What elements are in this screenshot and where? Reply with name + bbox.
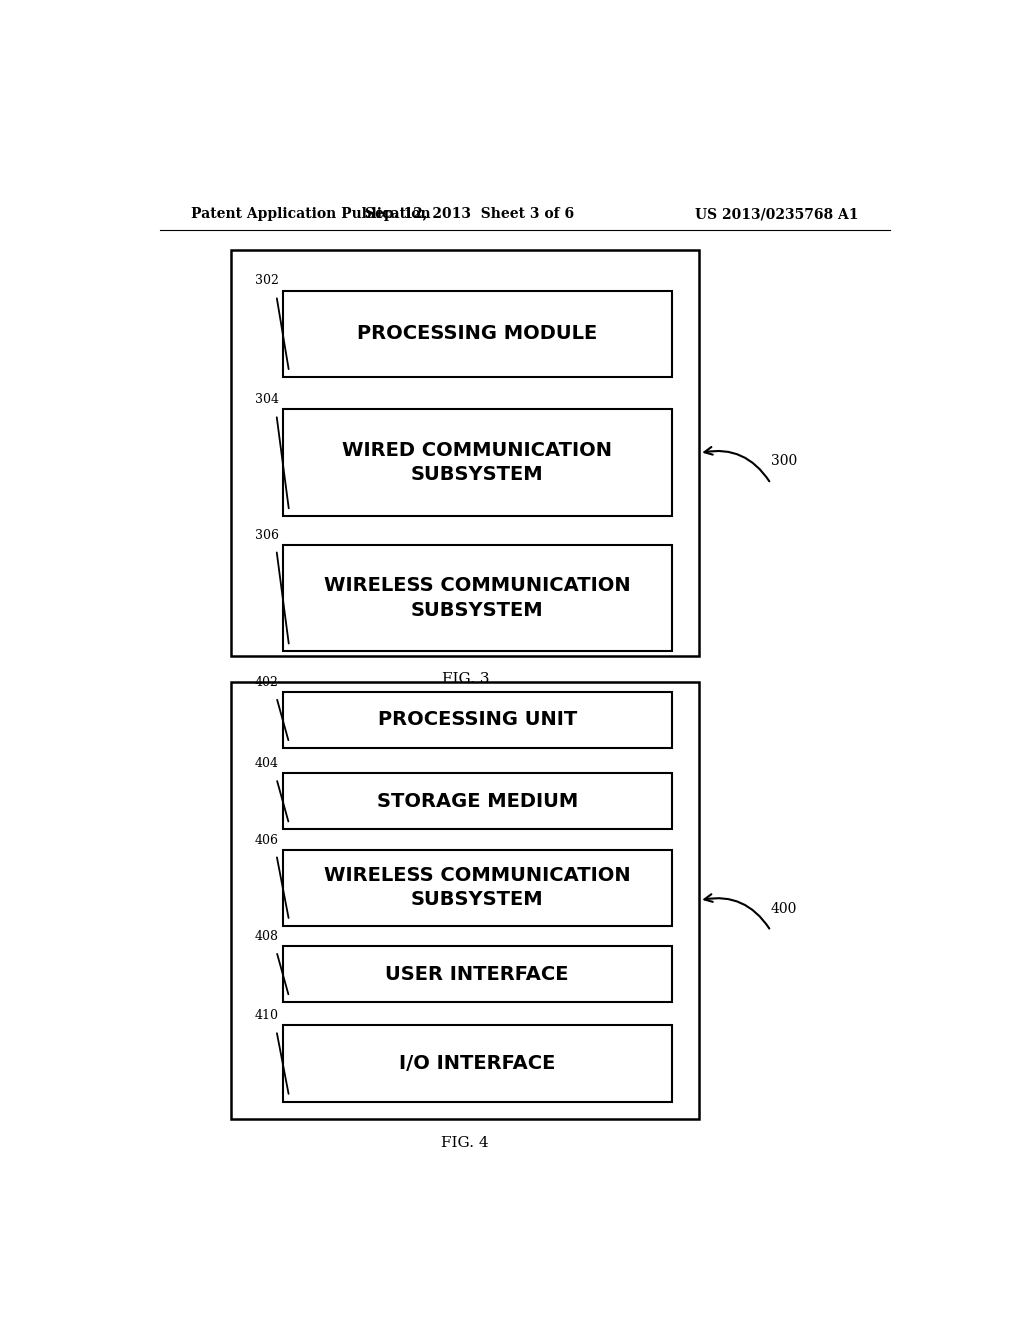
Text: WIRELESS COMMUNICATION
SUBSYSTEM: WIRELESS COMMUNICATION SUBSYSTEM bbox=[324, 577, 631, 619]
Bar bbox=[231, 249, 699, 656]
Bar bbox=[231, 682, 699, 1119]
Bar bbox=[283, 692, 672, 748]
FancyArrowPatch shape bbox=[705, 447, 769, 482]
Text: 306: 306 bbox=[255, 528, 279, 541]
Text: STORAGE MEDIUM: STORAGE MEDIUM bbox=[377, 792, 578, 810]
Text: 402: 402 bbox=[255, 676, 279, 689]
Text: PROCESSING UNIT: PROCESSING UNIT bbox=[378, 710, 577, 730]
Text: 302: 302 bbox=[255, 275, 279, 288]
Text: 406: 406 bbox=[255, 833, 279, 846]
Text: FIG. 4: FIG. 4 bbox=[441, 1137, 489, 1150]
Bar bbox=[283, 850, 672, 925]
Text: 404: 404 bbox=[255, 758, 279, 771]
Text: FIG. 3: FIG. 3 bbox=[441, 672, 489, 685]
Text: 300: 300 bbox=[771, 454, 797, 469]
Text: I/O INTERFACE: I/O INTERFACE bbox=[399, 1053, 555, 1073]
Text: Sep. 12, 2013  Sheet 3 of 6: Sep. 12, 2013 Sheet 3 of 6 bbox=[365, 207, 573, 222]
Bar bbox=[283, 1026, 672, 1102]
Text: Patent Application Publication: Patent Application Publication bbox=[191, 207, 431, 222]
Bar bbox=[283, 290, 672, 378]
Text: 400: 400 bbox=[771, 902, 798, 916]
Bar bbox=[283, 409, 672, 516]
Text: 408: 408 bbox=[255, 931, 279, 942]
Bar bbox=[283, 545, 672, 651]
FancyArrowPatch shape bbox=[705, 894, 769, 928]
Text: WIRELESS COMMUNICATION
SUBSYSTEM: WIRELESS COMMUNICATION SUBSYSTEM bbox=[324, 866, 631, 909]
Text: WIRED COMMUNICATION
SUBSYSTEM: WIRED COMMUNICATION SUBSYSTEM bbox=[342, 441, 612, 484]
Text: 410: 410 bbox=[255, 1010, 279, 1022]
Text: USER INTERFACE: USER INTERFACE bbox=[385, 965, 569, 983]
Text: PROCESSING MODULE: PROCESSING MODULE bbox=[357, 325, 597, 343]
Text: 304: 304 bbox=[255, 393, 279, 407]
Bar bbox=[283, 774, 672, 829]
Text: US 2013/0235768 A1: US 2013/0235768 A1 bbox=[694, 207, 858, 222]
Bar bbox=[283, 946, 672, 1002]
